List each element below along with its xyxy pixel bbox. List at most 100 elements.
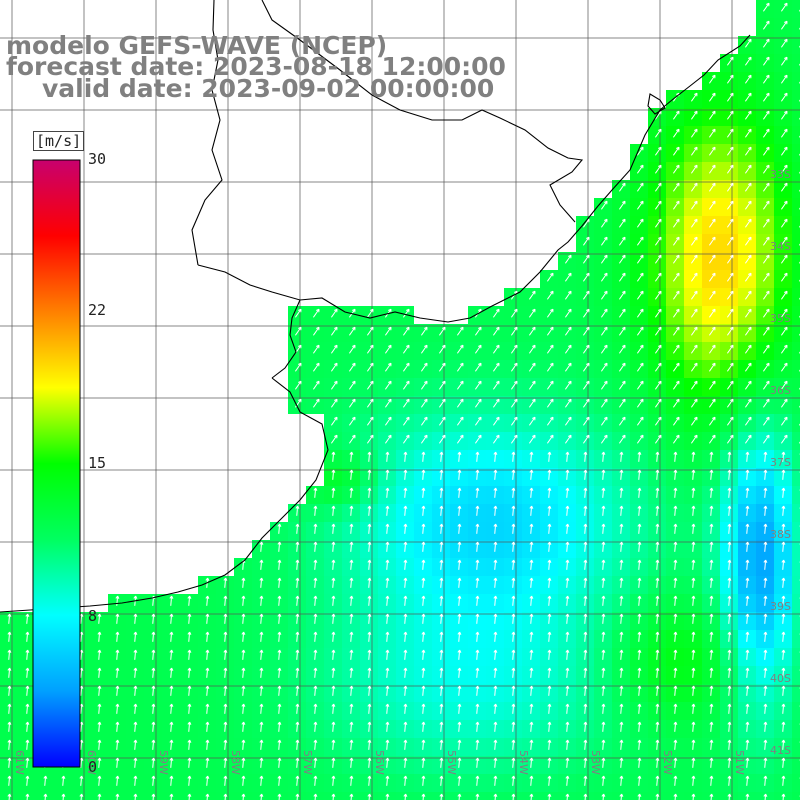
wind-arrow-head	[367, 505, 372, 509]
wind-arrow-head	[511, 505, 516, 509]
wind-arrow-head	[640, 236, 644, 241]
wind-arrow	[620, 775, 623, 786]
wind-arrow	[134, 685, 137, 696]
wind-arrow	[116, 793, 119, 800]
wind-arrow-head	[223, 685, 228, 689]
wind-arrow-head	[514, 416, 518, 421]
wind-arrow	[512, 775, 515, 786]
wind-arrow	[672, 272, 680, 282]
wind-cell	[792, 288, 800, 306]
wind-arrow	[620, 703, 623, 714]
wind-arrow-head	[7, 739, 12, 743]
wind-arrow-head	[388, 398, 392, 403]
wind-arrow-head	[547, 649, 552, 653]
wind-arrow-head	[637, 631, 642, 635]
wind-arrow	[744, 38, 752, 48]
wind-arrow	[674, 775, 677, 786]
wind-arrow	[512, 667, 515, 678]
wind-arrow-head	[748, 254, 752, 259]
wind-arrow-head	[550, 308, 554, 313]
wind-arrow	[672, 128, 680, 138]
wind-arrow-head	[277, 793, 282, 797]
wind-arrow	[366, 362, 374, 372]
wind-arrow	[782, 613, 785, 624]
wind-arrow	[476, 559, 479, 570]
wind-arrow-head	[619, 775, 624, 779]
wind-arrow	[620, 613, 623, 624]
wind-arrow	[170, 775, 173, 786]
wind-arrow	[764, 487, 767, 498]
wind-arrow	[746, 757, 749, 768]
wind-arrow	[296, 757, 299, 768]
wind-cell	[792, 540, 800, 558]
wind-arrow	[350, 757, 353, 768]
latitude-label: 41S	[770, 744, 791, 757]
wind-arrow	[636, 218, 644, 228]
wind-arrow	[654, 362, 662, 372]
wind-arrow	[422, 451, 425, 462]
wind-arrow	[762, 2, 770, 12]
wind-arrow	[618, 182, 626, 192]
wind-arrow	[564, 362, 572, 372]
wind-arrow-head	[640, 200, 644, 205]
wind-arrow-head	[349, 721, 354, 725]
wind-arrow-head	[277, 757, 282, 761]
wind-arrow	[512, 649, 515, 660]
wind-arrow	[764, 631, 767, 642]
wind-arrow-head	[403, 757, 408, 761]
wind-arrow-head	[493, 631, 498, 635]
wind-arrow-head	[637, 523, 642, 527]
wind-arrow	[260, 595, 263, 606]
wind-arrow	[710, 775, 713, 786]
wind-arrow-head	[640, 362, 644, 367]
wind-arrow-head	[784, 362, 788, 367]
wind-arrow	[348, 362, 356, 372]
wind-arrow	[710, 667, 713, 678]
wind-arrow-head	[748, 164, 752, 169]
wind-arrow	[744, 200, 752, 210]
wind-arrow	[476, 793, 479, 800]
wind-arrow	[548, 487, 551, 498]
wind-arrow	[458, 559, 461, 570]
wind-arrow	[762, 434, 770, 444]
wind-arrow	[620, 523, 623, 534]
wind-arrow	[312, 344, 320, 354]
wind-arrow-head	[511, 595, 516, 599]
wind-arrow	[546, 308, 554, 318]
wind-arrow	[386, 541, 389, 552]
wind-arrow	[564, 308, 572, 318]
wind-arrow	[384, 380, 392, 390]
wind-arrow	[690, 92, 698, 102]
wind-arrow-head	[133, 721, 138, 725]
wind-arrow-head	[187, 793, 192, 797]
wind-arrow	[726, 380, 734, 390]
wind-arrow	[492, 380, 500, 390]
wind-arrow-head	[385, 523, 390, 527]
wind-cell	[792, 486, 800, 504]
wind-arrow-head	[313, 559, 318, 563]
wind-cell	[792, 774, 800, 792]
wind-arrow	[674, 793, 677, 800]
wind-arrow	[80, 793, 83, 800]
wind-arrow	[638, 595, 641, 606]
wind-arrow	[80, 703, 83, 714]
wind-arrow	[546, 326, 554, 336]
wind-arrow	[710, 703, 713, 714]
wind-arrow-head	[259, 649, 264, 653]
wind-arrow-head	[763, 595, 768, 599]
wind-arrow-head	[97, 775, 102, 779]
wind-arrow-head	[475, 775, 480, 779]
wind-arrow	[780, 92, 788, 102]
wind-arrow	[762, 128, 770, 138]
wind-cell	[792, 306, 800, 324]
wind-arrow-head	[748, 182, 752, 187]
wind-arrow	[260, 721, 263, 732]
wind-arrow-head	[334, 362, 338, 367]
wind-arrow	[296, 775, 299, 786]
wind-arrow	[654, 398, 662, 408]
wind-cell	[792, 216, 800, 234]
wind-cell	[792, 342, 800, 360]
wind-arrow-head	[550, 290, 554, 295]
wind-arrow-head	[694, 110, 698, 115]
wind-arrow	[762, 110, 770, 120]
